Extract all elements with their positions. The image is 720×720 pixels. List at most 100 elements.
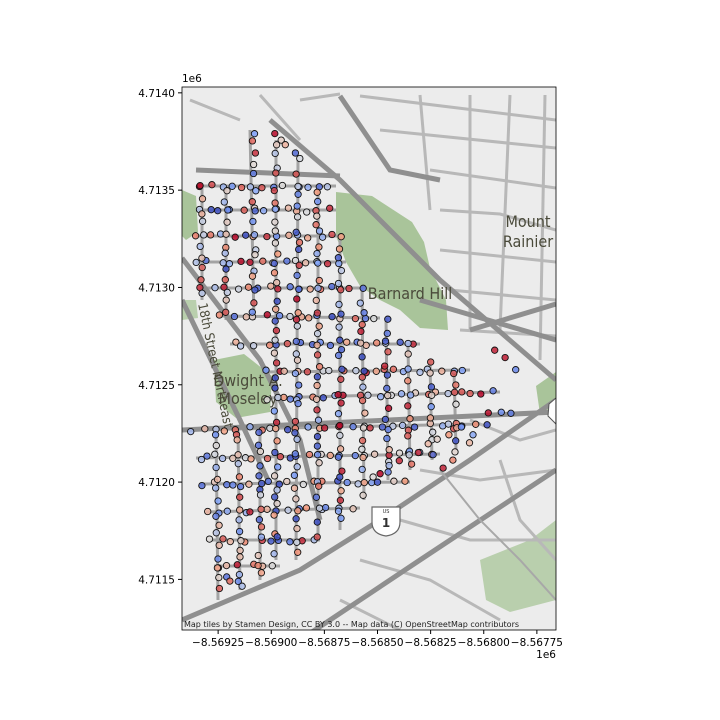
scatter-point bbox=[229, 183, 235, 189]
map-attribution: Map tiles by Stamen Design, CC BY 3.0 --… bbox=[184, 620, 519, 629]
scatter-point bbox=[293, 351, 299, 357]
scatter-point bbox=[271, 473, 277, 479]
scatter-point bbox=[313, 297, 319, 303]
scatter-point bbox=[197, 182, 203, 188]
scatter-point bbox=[337, 337, 343, 343]
scatter-point bbox=[237, 507, 243, 513]
scatter-point bbox=[272, 219, 278, 225]
scatter-point bbox=[284, 478, 290, 484]
scatter-point bbox=[248, 456, 254, 462]
y-offset-label: 1e6 bbox=[182, 73, 202, 85]
scatter-point bbox=[314, 250, 320, 256]
scatter-point bbox=[359, 466, 365, 472]
scatter-point bbox=[223, 309, 229, 315]
scatter-point bbox=[382, 363, 388, 369]
scatter-point bbox=[350, 506, 356, 512]
scatter-point bbox=[452, 449, 458, 455]
scatter-point bbox=[408, 461, 414, 467]
scatter-point bbox=[451, 370, 457, 376]
scatter-point bbox=[274, 487, 280, 493]
scatter-point bbox=[316, 460, 322, 466]
scatter-point bbox=[440, 465, 446, 471]
scatter-point bbox=[250, 170, 256, 176]
scatter-point bbox=[327, 205, 333, 211]
scatter-point bbox=[361, 310, 367, 316]
scatter-point bbox=[385, 405, 391, 411]
scatter-point bbox=[284, 341, 290, 347]
scatter-point bbox=[273, 419, 279, 425]
scatter-point bbox=[272, 449, 278, 455]
scatter-point bbox=[212, 451, 218, 457]
scatter-point bbox=[428, 359, 434, 365]
scatter-point bbox=[295, 183, 301, 189]
scatter-point bbox=[359, 397, 365, 403]
scatter-point bbox=[324, 261, 330, 267]
scatter-point bbox=[293, 316, 299, 322]
scatter-point bbox=[391, 478, 397, 484]
scatter-point bbox=[360, 384, 366, 390]
scatter-point bbox=[359, 374, 365, 380]
y-tick-label: 4.7125 bbox=[138, 380, 175, 392]
scatter-point bbox=[402, 478, 408, 484]
scatter-point bbox=[285, 427, 291, 433]
scatter-point bbox=[335, 411, 341, 417]
scatter-point bbox=[359, 321, 365, 327]
scatter-point bbox=[335, 280, 341, 286]
scatter-point bbox=[361, 479, 367, 485]
scatter-point bbox=[337, 446, 343, 452]
scatter-point bbox=[237, 554, 243, 560]
scatter-point bbox=[258, 524, 264, 530]
scatter-point bbox=[207, 232, 213, 238]
scatter-point bbox=[257, 448, 263, 454]
scatter-point bbox=[272, 150, 278, 156]
scatter-point bbox=[337, 432, 343, 438]
scatter-point bbox=[352, 452, 358, 458]
scatter-point bbox=[314, 213, 320, 219]
scatter-point bbox=[485, 410, 491, 416]
scatter-point bbox=[445, 421, 451, 427]
scatter-point bbox=[316, 244, 322, 250]
scatter-point bbox=[271, 260, 277, 266]
scatter-point bbox=[256, 473, 262, 479]
scatter-point bbox=[321, 425, 327, 431]
scatter-point bbox=[272, 206, 278, 212]
scatter-point bbox=[274, 534, 280, 540]
scatter-point bbox=[384, 372, 390, 378]
scatter-point bbox=[292, 430, 298, 436]
scatter-point bbox=[250, 218, 256, 224]
scatter-point bbox=[213, 513, 219, 519]
x-tick-label: −8.56925 bbox=[192, 637, 244, 649]
scatter-point bbox=[336, 301, 342, 307]
scatter-point bbox=[271, 408, 277, 414]
scatter-point bbox=[360, 454, 366, 460]
scatter-point bbox=[224, 482, 230, 488]
scatter-point bbox=[304, 209, 310, 215]
scatter-point bbox=[197, 243, 203, 249]
scatter-point bbox=[484, 422, 490, 428]
scatter-point bbox=[295, 310, 301, 316]
scatter-point bbox=[273, 170, 279, 176]
scatter-point bbox=[378, 394, 384, 400]
scatter-point bbox=[459, 389, 465, 395]
scatter-point bbox=[273, 360, 279, 366]
scatter-point bbox=[224, 188, 230, 194]
scatter-point bbox=[272, 494, 278, 500]
scatter-point bbox=[305, 424, 311, 430]
scatter-point bbox=[258, 534, 264, 540]
scatter-point bbox=[374, 340, 380, 346]
scatter-point bbox=[216, 585, 222, 591]
scatter-point bbox=[286, 232, 292, 238]
scatter-point bbox=[284, 258, 290, 264]
scatter-point bbox=[243, 314, 249, 320]
scatter-point bbox=[251, 131, 257, 137]
scatter-point bbox=[439, 368, 445, 374]
scatter-point bbox=[466, 440, 472, 446]
scatter-point bbox=[320, 395, 326, 401]
scatter-point bbox=[399, 422, 405, 428]
scatter-point bbox=[271, 270, 277, 276]
scatter-point bbox=[315, 198, 321, 204]
scatter-point bbox=[338, 515, 344, 521]
x-tick-label: −8.56775 bbox=[511, 637, 563, 649]
scatter-point bbox=[405, 378, 411, 384]
scatter-point bbox=[362, 410, 368, 416]
